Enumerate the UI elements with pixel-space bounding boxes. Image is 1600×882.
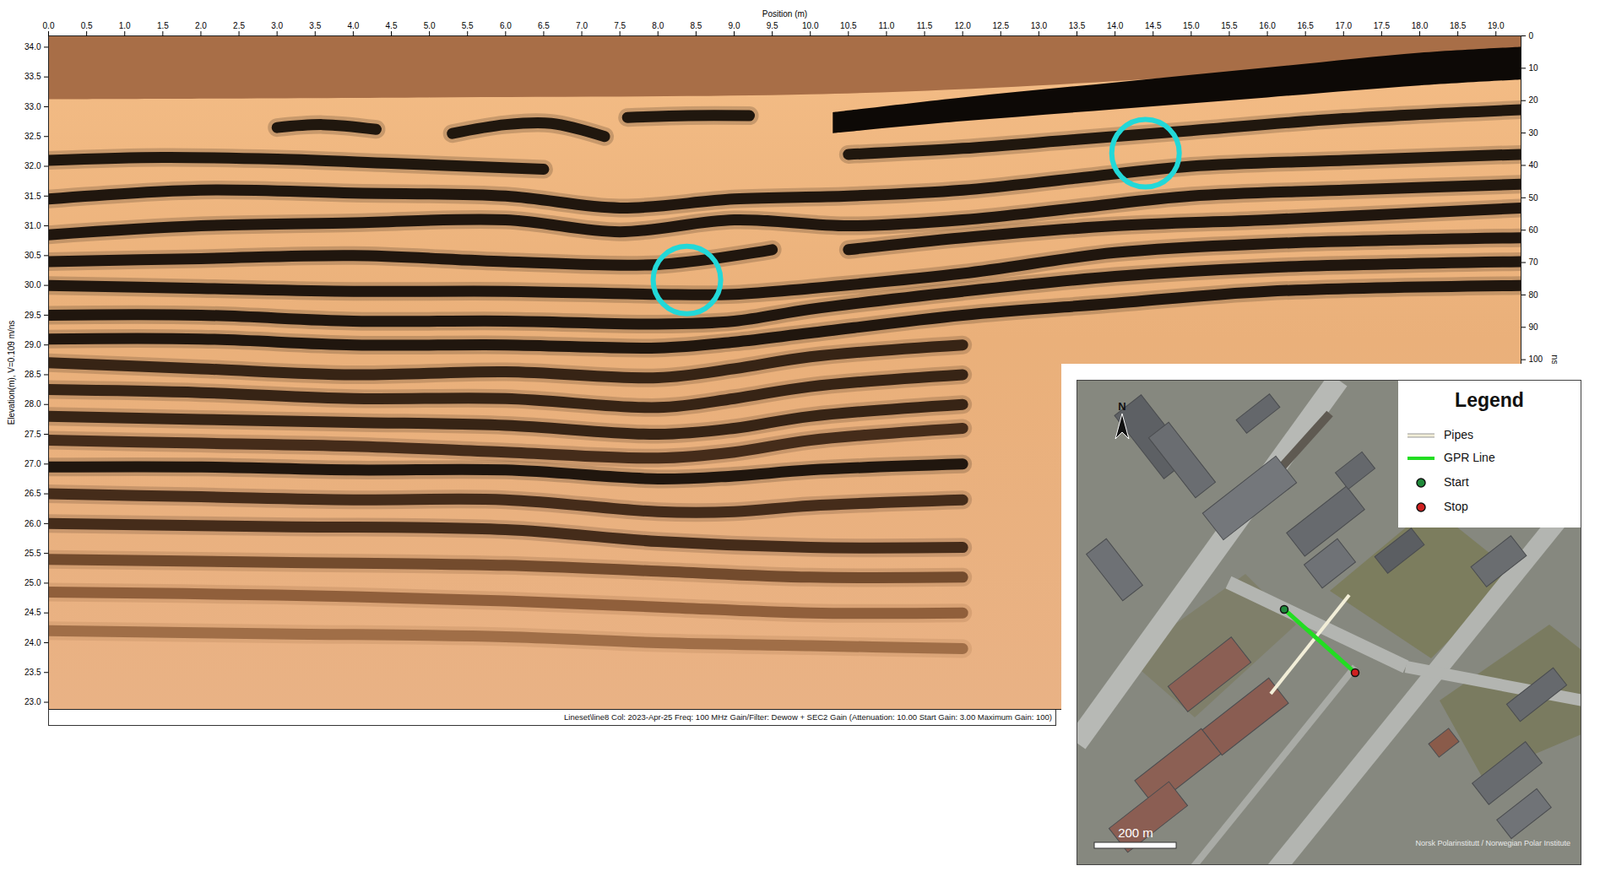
svg-text:1.5: 1.5 [157,21,169,31]
svg-text:4.0: 4.0 [347,21,359,31]
svg-text:33.5: 33.5 [24,71,42,82]
svg-text:23.0: 23.0 [24,697,42,707]
svg-text:0: 0 [1529,31,1535,41]
svg-text:26.0: 26.0 [24,519,42,529]
svg-text:27.5: 27.5 [24,429,42,440]
svg-text:12.5: 12.5 [992,21,1010,31]
svg-text:19.0: 19.0 [1487,21,1505,31]
svg-text:7.5: 7.5 [613,21,626,31]
svg-text:16.5: 16.5 [1296,21,1314,31]
html-text:Lineset\line8 Col: 2023-Apr-25: Lineset\line8 Col: 2023-Apr-25 Freq: 100… [564,712,1053,722]
svg-text:Elevation(m), V=0.109 m/ns: Elevation(m), V=0.109 m/ns [6,320,17,426]
svg-text:20: 20 [1529,95,1540,105]
svg-text:13.5: 13.5 [1068,21,1086,31]
svg-text:15.0: 15.0 [1182,21,1200,31]
svg-text:5.5: 5.5 [461,21,474,31]
svg-text:30.0: 30.0 [24,280,42,290]
svg-text:31.0: 31.0 [24,221,42,231]
svg-text:16.0: 16.0 [1258,21,1276,31]
svg-text:9.5: 9.5 [766,21,779,31]
svg-text:8.5: 8.5 [689,21,702,31]
svg-text:3.5: 3.5 [309,21,321,31]
svg-text:25.5: 25.5 [24,548,42,559]
svg-text:15.5: 15.5 [1220,21,1238,31]
svg-text:18.5: 18.5 [1449,21,1467,31]
svg-text:GPR Line: GPR Line [1443,450,1496,465]
svg-text:28.0: 28.0 [24,399,42,409]
svg-text:24.5: 24.5 [24,607,42,618]
svg-text:4.5: 4.5 [385,21,398,31]
svg-text:80: 80 [1529,290,1540,300]
svg-text:1.0: 1.0 [119,21,131,31]
svg-text:Start: Start [1443,475,1470,489]
svg-text:7.0: 7.0 [575,21,588,31]
svg-text:32.5: 32.5 [24,131,42,142]
svg-text:90: 90 [1529,322,1540,332]
svg-text:2.5: 2.5 [233,21,245,31]
svg-text:28.5: 28.5 [24,369,42,380]
svg-text:N: N [1117,400,1126,413]
svg-text:Norsk Polarinstitutt / Norwegi: Norsk Polarinstitutt / Norwegian Polar I… [1415,839,1571,848]
svg-text:100: 100 [1529,354,1544,364]
svg-text:Pipes: Pipes [1443,428,1474,442]
svg-text:ns: ns [1550,354,1561,365]
svg-text:0.5: 0.5 [81,21,93,31]
svg-text:30: 30 [1529,128,1540,138]
svg-text:29.5: 29.5 [24,310,42,320]
svg-text:10.5: 10.5 [840,21,857,31]
svg-text:11.0: 11.0 [878,21,895,31]
svg-text:3.0: 3.0 [271,21,283,31]
svg-text:17.5: 17.5 [1373,21,1391,31]
svg-text:40: 40 [1529,160,1540,170]
svg-text:Position (m): Position (m) [762,9,808,19]
svg-text:Legend: Legend [1454,389,1525,412]
svg-text:8.0: 8.0 [651,21,664,31]
svg-text:13.0: 13.0 [1030,21,1048,31]
svg-text:9.0: 9.0 [728,21,741,31]
svg-text:14.5: 14.5 [1144,21,1162,31]
svg-text:27.0: 27.0 [24,459,42,469]
svg-text:6.0: 6.0 [499,21,512,31]
svg-text:12.0: 12.0 [954,21,971,31]
svg-text:25.0: 25.0 [24,578,42,588]
svg-text:50: 50 [1529,193,1540,203]
svg-text:30.5: 30.5 [24,250,42,261]
svg-text:60: 60 [1529,225,1540,235]
svg-text:33.0: 33.0 [24,102,42,112]
svg-text:32.0: 32.0 [24,161,42,171]
svg-text:5.0: 5.0 [423,21,436,31]
svg-text:11.5: 11.5 [916,21,933,31]
svg-text:23.5: 23.5 [24,667,42,678]
svg-text:31.5: 31.5 [24,190,42,201]
svg-text:0.0: 0.0 [43,21,55,31]
svg-text:34.0: 34.0 [24,42,42,52]
svg-text:24.0: 24.0 [24,638,42,648]
svg-text:14.0: 14.0 [1106,21,1124,31]
svg-text:10: 10 [1529,63,1540,73]
svg-text:29.0: 29.0 [24,340,42,350]
svg-text:Stop: Stop [1443,499,1469,514]
svg-text:6.5: 6.5 [537,21,550,31]
svg-text:2.0: 2.0 [195,21,207,31]
svg-text:70: 70 [1529,257,1540,267]
svg-text:200 m: 200 m [1117,825,1154,841]
svg-text:17.0: 17.0 [1335,21,1353,31]
svg-text:26.5: 26.5 [24,488,42,499]
svg-text:10.0: 10.0 [802,21,819,31]
svg-text:18.0: 18.0 [1411,21,1429,31]
